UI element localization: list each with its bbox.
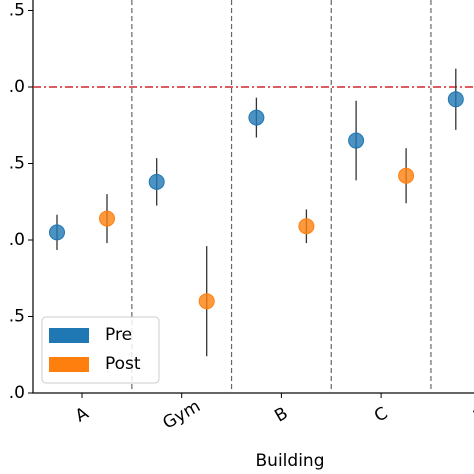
plot-frame [32, 0, 474, 394]
y-tick-label: .0 [9, 77, 25, 97]
point [99, 210, 115, 227]
legend-swatch [49, 328, 89, 343]
x-tick-label-group: B [271, 403, 291, 426]
point [298, 218, 315, 235]
legend-label: Post [105, 354, 141, 374]
x-tick-label: A [72, 403, 92, 426]
y-tick-label: .5 [9, 1, 25, 21]
y-tick-label: .5 [9, 154, 25, 174]
point [198, 293, 215, 310]
legend-swatch [49, 357, 89, 372]
x-tick-label-group: D [470, 403, 474, 427]
x-tick-label-group: C [371, 403, 391, 426]
x-tick-label-group: Gym [159, 396, 203, 433]
x-tick-label-group: A [72, 403, 92, 426]
x-axis-label: Building [256, 451, 325, 471]
point [49, 224, 65, 241]
point [447, 91, 464, 108]
point [398, 167, 415, 184]
y-tick-label: .0 [9, 230, 25, 250]
x-tick-label: D [470, 403, 474, 427]
legend-label: Pre [105, 325, 132, 345]
point [248, 109, 265, 126]
x-tick-label: B [271, 403, 291, 426]
point [148, 173, 165, 190]
legend-box [41, 316, 160, 384]
x-tick-label: C [371, 403, 391, 426]
point [348, 132, 365, 149]
y-tick-label: .0 [9, 383, 25, 403]
y-tick-label: .5 [9, 307, 25, 327]
x-tick-label: Gym [159, 396, 203, 433]
legend: Pre Post [41, 316, 160, 384]
